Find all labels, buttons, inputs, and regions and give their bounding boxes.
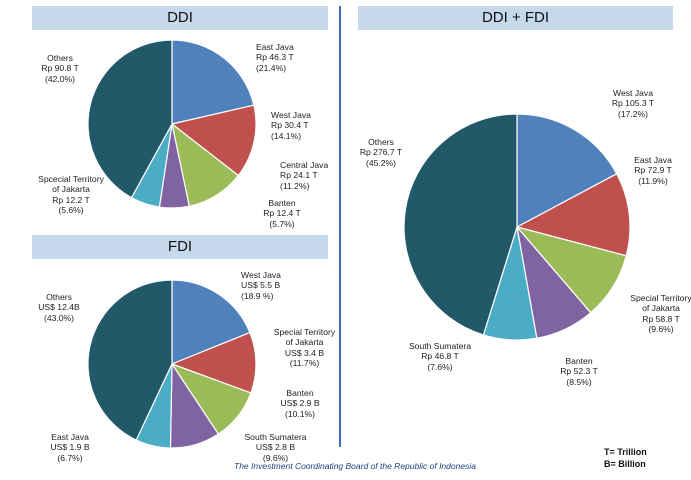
slice-name: West Java xyxy=(271,110,311,120)
both-label-south-sumatera: South Sumatera Rp 46.8 T (7.6%) xyxy=(405,341,475,372)
slice-percent: (9.6%) xyxy=(262,452,289,463)
slice-name-line: Special Territory xyxy=(273,327,336,337)
both-label-banten: Banten Rp 52.3 T (8.5%) xyxy=(549,356,609,387)
slice-value: US$ 2.8 B xyxy=(255,442,296,453)
ddi-label-spcecial-territory-of-jakarta: Spcecial Territory of Jakarta Rp 12.2 T (5.… xyxy=(6,174,136,216)
slice-percent: (10.1%) xyxy=(284,408,316,419)
ddi-label-east-java: East Java Rp 46.3 T (21.4%) xyxy=(256,42,294,73)
ddi-fdi-panel-title: DDI + FDI xyxy=(358,6,673,30)
fdi-label-others: Others US$ 12.4B (43.0%) xyxy=(28,292,90,323)
ddi-slice-east-java xyxy=(171,39,255,125)
slice-percent: (5.6%) xyxy=(58,205,84,216)
both-slice-others xyxy=(403,113,518,336)
slice-percent: (11.7%) xyxy=(289,358,320,369)
slice-name: South Sumatera xyxy=(244,432,307,442)
slice-percent: (45.2%) xyxy=(365,157,397,168)
fdi-label-west-java: West Java US$ 5.5 B (18.9 %) xyxy=(241,270,281,301)
slice-name: South Sumatera xyxy=(408,341,472,351)
slice-value: Rp 72.9 T xyxy=(634,165,672,176)
ddi-slice-west-java xyxy=(170,104,257,177)
slice-name-line: of Jakarta xyxy=(52,184,90,195)
legend-trillion: T= Trillion xyxy=(604,447,647,457)
slice-value: Rp 12.4 T xyxy=(263,208,301,219)
source-note: The Investment Coordinating Board of the… xyxy=(234,461,476,471)
slice-name: Banten xyxy=(268,198,296,208)
ddi-label-west-java: West Java Rp 30.4 T (14.1%) xyxy=(271,110,311,141)
ddi-label-others: Others Rp 90.8 T (42.0%) xyxy=(20,53,100,84)
slice-name: Others xyxy=(368,137,394,147)
slice-name-line: of Jakarta xyxy=(285,337,324,348)
slice-value: US$ 2.9 B xyxy=(280,398,320,409)
both-label-special-territory-of-jakarta: Special Territory of Jakarta Rp 58.8 T (9.6… xyxy=(616,293,691,335)
slice-percent: (11.9%) xyxy=(638,175,668,186)
slice-value: Rp 105.3 T xyxy=(611,98,655,109)
slice-value: Rp 58.8 T xyxy=(642,313,680,324)
fdi-slice-special-territory-of-jakarta xyxy=(170,331,257,394)
unit-legend: T= Trillion B= Billion xyxy=(604,446,647,470)
slice-percent: (17.2%) xyxy=(617,108,649,119)
ddi-label-banten: Banten Rp 12.4 T (5.7%) xyxy=(252,198,312,229)
slice-percent: (8.5%) xyxy=(566,376,592,387)
slice-percent: (9.6%) xyxy=(648,324,674,335)
fdi-label-east-java: East Java US$ 1.9 B (6.7%) xyxy=(40,432,100,463)
panel-divider xyxy=(339,6,341,447)
slice-name: Central Java xyxy=(280,160,329,170)
slice-name: Others xyxy=(47,53,73,63)
slice-value: Rp 12.2 T xyxy=(52,194,90,205)
slice-value: Rp 52.3 T xyxy=(560,366,598,377)
slice-percent: (5.7%) xyxy=(269,218,295,229)
fdi-label-banten: Banten US$ 2.9 B (10.1%) xyxy=(270,388,330,419)
fdi-slice-west-java xyxy=(171,279,251,365)
slice-percent: (42.0%) xyxy=(44,73,76,84)
slice-name: Banten xyxy=(565,356,593,366)
both-label-others: Others Rp 276.7 T (45.2%) xyxy=(345,137,417,168)
slice-name-line: Spcecial Territory xyxy=(38,174,104,184)
slice-value: US$ 1.9 B xyxy=(50,442,90,453)
slice-percent: (21.4%) xyxy=(256,62,287,73)
ddi-slice-others xyxy=(87,39,173,199)
slice-percent: (11.2%) xyxy=(280,180,310,191)
slice-name: East Java xyxy=(256,42,294,52)
slice-name: East Java xyxy=(634,155,672,165)
slice-percent: (7.6%) xyxy=(427,361,453,372)
slice-value: Rp 30.4 T xyxy=(271,120,309,131)
legend-billion: B= Billion xyxy=(604,459,646,469)
both-label-east-java: East Java Rp 72.9 T (11.9%) xyxy=(628,155,678,186)
slice-value: Rp 46.3 T xyxy=(256,52,294,63)
slice-value: Rp 276.7 T xyxy=(359,147,403,158)
slice-name: East Java xyxy=(51,432,89,442)
ddi-panel-title: DDI xyxy=(32,6,328,30)
slice-name: Banten xyxy=(286,388,314,398)
slice-value: Rp 90.8 T xyxy=(41,63,79,74)
slice-value: Rp 24.1 T xyxy=(280,170,318,181)
fdi-panel-title: FDI xyxy=(32,235,328,259)
slice-value: US$ 3.4 B xyxy=(284,347,325,358)
fdi-label-special-territory-of-jakarta: Special Territory of Jakarta US$ 3.4 B (11.… xyxy=(262,327,347,369)
slice-percent: (18.9 %) xyxy=(241,290,274,301)
fdi-label-south-sumatera: South Sumatera US$ 2.8 B (9.6%) xyxy=(233,432,318,463)
ddi-label-central-java: Central Java Rp 24.1 T (11.2%) xyxy=(280,160,328,191)
slice-percent: (14.1%) xyxy=(271,130,302,141)
both-slice-east-java xyxy=(515,172,631,257)
slice-name: Others xyxy=(46,292,72,302)
slice-percent: (6.7%) xyxy=(57,452,83,463)
slice-name-line: of Jakarta xyxy=(642,303,680,314)
slice-name: West Java xyxy=(241,270,281,280)
slice-name-line: Special Territory xyxy=(630,293,691,303)
both-slice-west-java xyxy=(516,113,618,229)
slice-value: Rp 46.8 T xyxy=(421,351,459,362)
fdi-slice-others xyxy=(87,279,173,441)
both-label-west-java: West Java Rp 105.3 T (17.2%) xyxy=(598,88,668,119)
slice-name: West Java xyxy=(613,88,653,98)
slice-value: US$ 12.4B xyxy=(38,302,80,313)
slice-percent: (43.0%) xyxy=(43,312,75,323)
slice-value: US$ 5.5 B xyxy=(241,280,281,291)
